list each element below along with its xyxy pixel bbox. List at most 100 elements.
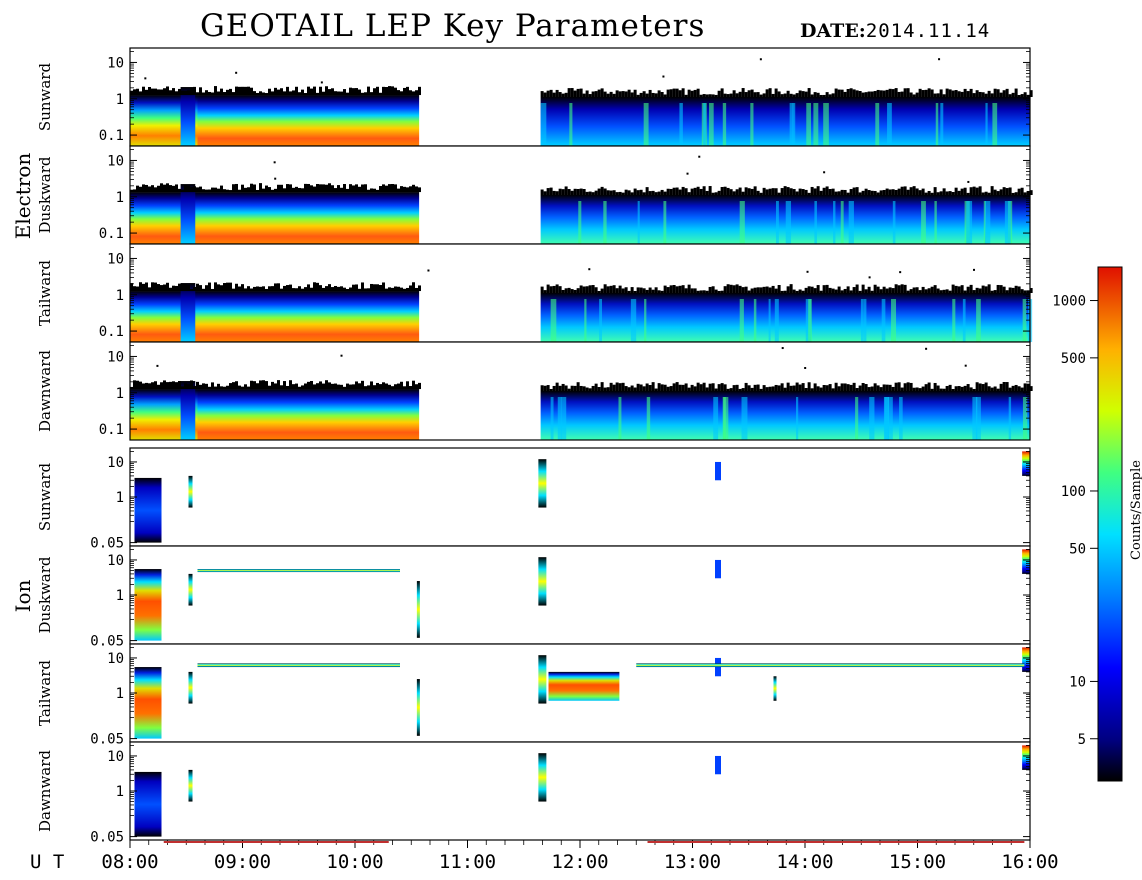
edge-speckle: [133, 89, 136, 96]
y-tick-label: 1: [116, 190, 124, 206]
edge-speckle: [612, 384, 616, 391]
edge-speckle: [139, 282, 142, 292]
edge-speckle: [951, 284, 955, 293]
edge-speckle: [549, 286, 553, 293]
edge-speckle: [723, 186, 727, 195]
edge-speckle: [280, 184, 283, 193]
edge-speckle: [966, 192, 970, 195]
edge-speckle: [969, 187, 973, 195]
edge-speckle: [819, 190, 823, 195]
edge-speckle: [864, 289, 868, 293]
edge-speckle: [328, 284, 331, 292]
edge-speckle: [948, 290, 952, 293]
edge-speckle: [792, 94, 796, 97]
edge-speckle: [322, 91, 325, 96]
edge-speckle: [256, 92, 259, 96]
edge-speckle: [942, 289, 946, 293]
edge-speckle: [217, 188, 220, 193]
edge-speckle: [265, 381, 268, 390]
edge-speckle: [1002, 90, 1006, 97]
edge-speckle: [903, 284, 907, 293]
edge-speckle: [927, 288, 931, 293]
edge-speckle: [681, 186, 685, 195]
edge-speckle: [205, 90, 208, 96]
edge-speckle: [576, 288, 580, 293]
edge-speckle: [999, 92, 1003, 97]
edge-speckle: [909, 92, 913, 97]
edge-speckle: [367, 86, 370, 96]
edge-speckle: [178, 380, 181, 390]
edge-speckle: [948, 89, 952, 97]
edge-speckle: [990, 290, 994, 293]
edge-speckle: [807, 286, 811, 293]
panel-background: [130, 742, 1030, 840]
edge-speckle: [687, 284, 691, 293]
edge-speckle: [606, 93, 610, 97]
edge-speckle: [367, 288, 370, 292]
edge-speckle: [274, 188, 277, 193]
edge-speckle: [1026, 383, 1030, 391]
edge-speckle: [915, 387, 919, 391]
edge-speckle: [945, 191, 949, 195]
edge-speckle: [645, 383, 649, 391]
edge-speckle: [987, 90, 991, 97]
edge-speckle: [630, 385, 634, 391]
edge-speckle: [310, 88, 313, 96]
spectrum-streak: [578, 201, 582, 244]
spectrum-streak: [1008, 397, 1012, 440]
edge-speckle: [202, 383, 205, 390]
edge-speckle: [364, 288, 367, 292]
edge-speckle: [690, 188, 694, 195]
edge-speckle: [145, 184, 148, 193]
edge-speckle: [609, 190, 613, 195]
edge-speckle: [262, 286, 265, 292]
edge-speckle: [969, 284, 973, 293]
edge-speckle: [154, 381, 157, 390]
edge-speckle: [199, 87, 202, 96]
x-tick-label: 10:00: [326, 851, 383, 873]
edge-speckle: [325, 86, 328, 96]
spectrum-streak: [892, 201, 896, 244]
edge-speckle: [783, 93, 787, 97]
outlier-dot: [938, 58, 941, 61]
edge-speckle: [720, 290, 724, 293]
edge-speckle: [840, 383, 844, 391]
edge-speckle: [220, 285, 223, 292]
edge-speckle: [349, 287, 352, 292]
edge-speckle: [702, 94, 706, 97]
edge-speckle: [579, 88, 583, 97]
edge-speckle: [328, 89, 331, 96]
outlier-dot: [274, 177, 277, 180]
group-label-electron: Electron: [11, 153, 35, 240]
edge-speckle: [960, 188, 964, 195]
edge-speckle: [594, 190, 598, 195]
edge-speckle: [618, 191, 622, 195]
edge-speckle: [918, 88, 922, 97]
panel-electron-duskward: 10 1 0.1 Duskward: [36, 145, 1033, 245]
edge-speckle: [205, 285, 208, 292]
edge-speckle: [729, 388, 733, 391]
edge-speckle: [597, 89, 601, 97]
outlier-dot: [427, 269, 430, 272]
edge-speckle: [915, 92, 919, 97]
spectrum-streak: [630, 299, 637, 342]
y-tick-label: 0.1: [99, 128, 124, 144]
edge-speckle: [786, 187, 790, 195]
edge-speckle: [819, 290, 823, 293]
edge-speckle: [585, 90, 589, 97]
colorbar-tick-label: 5: [1078, 732, 1086, 748]
edge-speckle: [355, 184, 358, 193]
outlier-dot: [340, 354, 343, 357]
edge-speckle: [226, 282, 229, 292]
edge-speckle: [343, 89, 346, 96]
edge-speckle: [415, 384, 418, 390]
edge-speckle: [624, 287, 628, 293]
y-tick-label: 10: [107, 749, 124, 765]
edge-speckle: [376, 382, 379, 390]
edge-speckle: [801, 189, 805, 195]
edge-speckle: [696, 290, 700, 293]
spectrum-streak: [848, 201, 854, 244]
edge-speckle: [939, 388, 943, 391]
edge-speckle: [202, 288, 205, 292]
edge-speckle: [633, 188, 637, 195]
